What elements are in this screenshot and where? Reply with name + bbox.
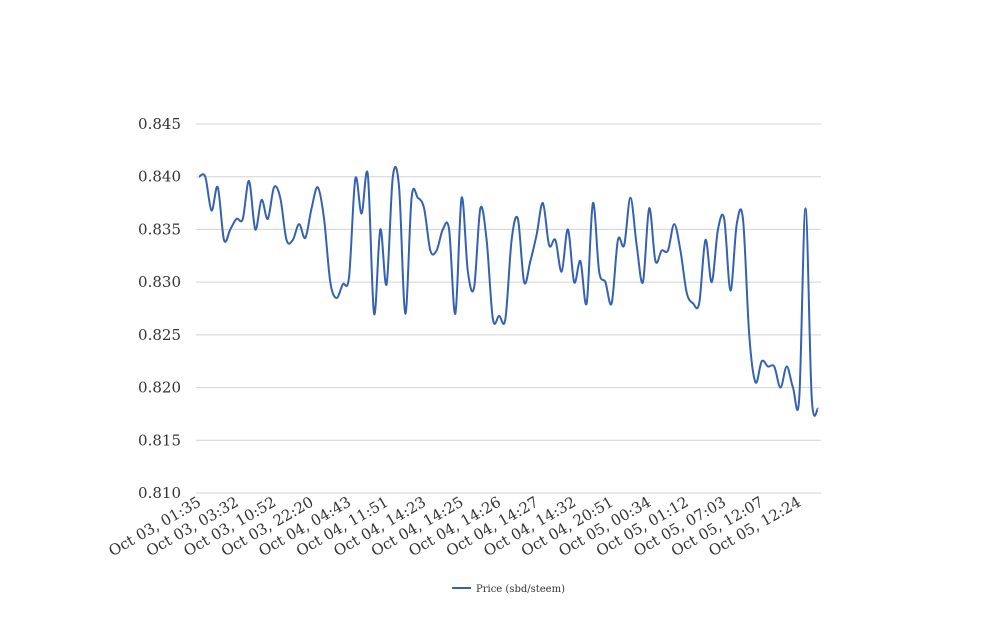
gridlines (196, 123, 821, 494)
y-tick-label: 0.830 (138, 273, 181, 291)
legend-label: Price (sbd/steem) (476, 584, 565, 595)
y-tick-label: 0.840 (138, 168, 181, 186)
series-line-price (198, 165, 819, 417)
y-tick-label: 0.835 (138, 220, 181, 238)
y-tick-label: 0.820 (138, 379, 181, 397)
y-axis-ticks: 0.810 0.815 0.820 0.825 0.830 0.835 0.840 0.845 (138, 115, 181, 502)
legend: Price (sbd/steem) (452, 584, 565, 595)
y-tick-label: 0.825 (138, 326, 181, 344)
series-layer (198, 165, 819, 417)
y-tick-label: 0.810 (138, 484, 181, 502)
y-tick-label: 0.815 (138, 431, 181, 449)
y-tick-label: 0.845 (138, 115, 181, 133)
